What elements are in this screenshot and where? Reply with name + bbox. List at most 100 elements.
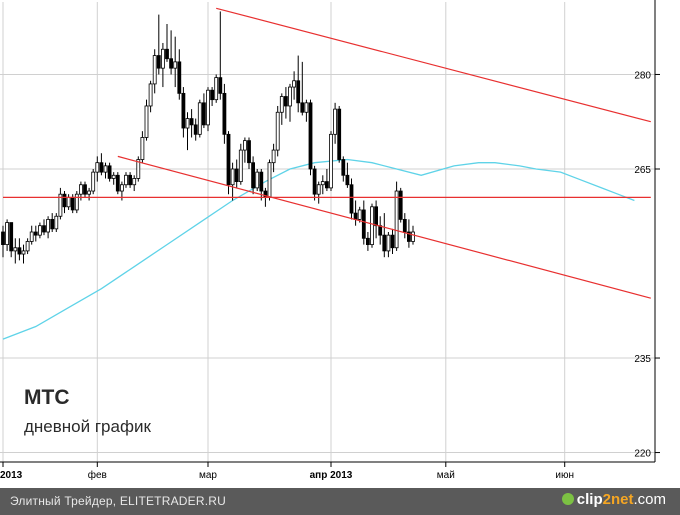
candle-body: [160, 48, 165, 69]
candle: [173, 36, 178, 88]
candle-body: [50, 218, 55, 230]
candle: [99, 153, 104, 176]
candle-body: [197, 102, 202, 135]
candle: [234, 159, 239, 188]
candle: [177, 49, 182, 100]
candle-body: [271, 149, 276, 164]
candle-body: [87, 190, 91, 195]
candle-body: [370, 206, 374, 246]
candle-body: [329, 133, 333, 189]
candle-body: [17, 247, 22, 255]
candle-body: [5, 222, 9, 246]
candle: [386, 232, 391, 258]
candle: [58, 187, 63, 220]
candle: [349, 178, 354, 220]
candle-body: [124, 174, 128, 186]
x-axis: 2013 фев мар апр 2013 май июн: [0, 461, 655, 481]
candle: [128, 172, 133, 188]
candle: [345, 162, 350, 188]
candle-body: [66, 196, 71, 208]
candle-body: [74, 193, 79, 211]
candle-body: [402, 218, 407, 233]
candle-body: [279, 96, 284, 113]
candle-body: [320, 181, 325, 186]
candle-body: [91, 171, 96, 192]
candle-body: [349, 184, 354, 214]
candle: [255, 168, 260, 192]
candle: [33, 225, 38, 242]
candle: [283, 87, 288, 119]
candle-body: [361, 209, 366, 239]
candle: [361, 200, 366, 245]
candle: [25, 238, 30, 255]
moving-average-line: [2, 158, 635, 340]
candle-body: [206, 89, 210, 126]
candle-body: [411, 231, 415, 242]
candle-body: [234, 168, 239, 182]
candle: [181, 87, 186, 138]
candle: [206, 87, 210, 132]
candle: [91, 168, 96, 195]
candle: [251, 156, 256, 195]
candle-body: [341, 159, 346, 176]
candle: [13, 238, 18, 264]
candle-body: [62, 193, 67, 208]
candle-body: [218, 77, 223, 94]
candle-body: [181, 92, 186, 129]
x-tick-label: фев: [88, 469, 107, 481]
candle: [398, 187, 403, 223]
trendline: [216, 7, 651, 123]
candle-body: [144, 105, 149, 138]
candle: [312, 165, 317, 201]
candle: [271, 143, 276, 173]
candle: [111, 172, 116, 185]
candle-body: [201, 102, 206, 126]
candle-body: [222, 92, 227, 135]
candle-body: [353, 212, 358, 220]
candle-body: [283, 96, 288, 107]
clip2net-logo-icon: [561, 493, 574, 505]
candle: [140, 131, 145, 163]
candle: [275, 105, 280, 157]
candle-body: [406, 231, 411, 242]
footer-bar: Элитный Трейдер, ELITETRADER.RU clip2net…: [0, 488, 680, 515]
candle: [148, 80, 153, 113]
candle: [382, 213, 387, 258]
candle-body: [259, 171, 264, 192]
candle-body: [1, 231, 5, 246]
candle-body: [398, 190, 403, 220]
candle: [169, 30, 174, 75]
candle: [21, 244, 26, 264]
candle-body: [308, 102, 313, 170]
candle-body: [193, 124, 198, 135]
candle: [152, 49, 157, 94]
candle-body: [337, 108, 342, 160]
candle: [300, 61, 305, 116]
candle-body: [115, 174, 120, 192]
candle: [222, 83, 227, 144]
candle: [226, 131, 231, 195]
candle: [390, 228, 395, 255]
candle-body: [365, 237, 370, 246]
candle-body: [230, 168, 235, 186]
candle-body: [83, 184, 87, 195]
candle-body: [357, 209, 362, 220]
candle: [74, 191, 79, 214]
candle: [329, 131, 333, 192]
y-tick-label: 265: [634, 165, 651, 176]
candle-body: [378, 225, 383, 236]
candle: [394, 181, 399, 251]
candle: [107, 162, 112, 182]
candle: [17, 238, 22, 261]
candle: [230, 162, 235, 201]
candle: [193, 118, 198, 141]
candle: [50, 213, 55, 232]
candle-body: [255, 171, 260, 189]
candle-body: [394, 190, 399, 249]
candle: [136, 156, 141, 182]
trendline: [117, 155, 651, 299]
candle: [238, 143, 243, 185]
candle-body: [46, 218, 50, 233]
candle: [115, 172, 120, 195]
